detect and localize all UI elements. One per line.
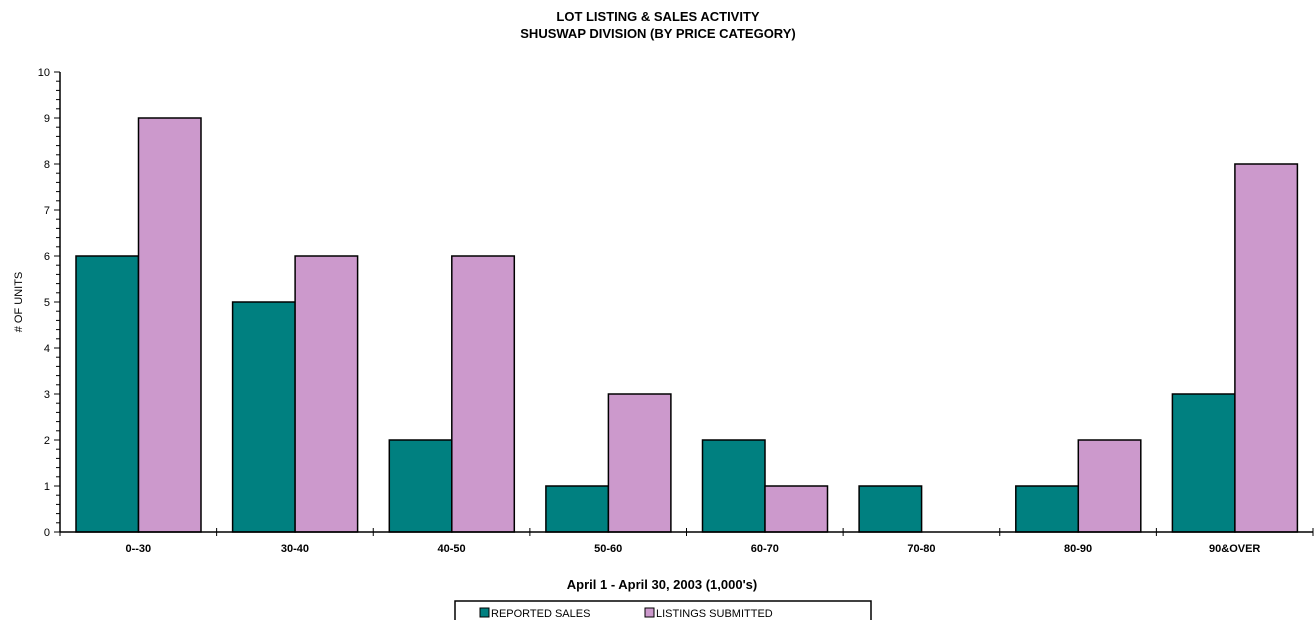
bar-reported-sales-5 xyxy=(858,485,923,533)
y-tick-label: 9 xyxy=(44,113,50,125)
y-axis-label: # OF UNITS xyxy=(13,272,25,333)
bar-listings-submitted-4 xyxy=(764,485,829,533)
legend-swatch-reported-sales xyxy=(479,607,490,618)
x-tick-label: 0--30 xyxy=(125,543,151,555)
y-tick-label: 7 xyxy=(44,205,50,217)
bar-reported-sales-3 xyxy=(545,485,610,533)
y-tick-label: 5 xyxy=(44,297,50,309)
y-tick-label: 0 xyxy=(44,527,50,539)
bar-listings-submitted-7 xyxy=(1234,163,1299,533)
x-tick-label: 30-40 xyxy=(281,543,309,555)
bar-listings-submitted-3 xyxy=(607,393,672,533)
bar-listings-submitted-0 xyxy=(137,117,202,533)
bar-reported-sales-2 xyxy=(388,439,453,533)
y-tick-label: 3 xyxy=(44,389,50,401)
x-tick-label: 90&OVER xyxy=(1209,543,1260,555)
legend: REPORTED SALES LISTINGS SUBMITTED xyxy=(454,600,872,620)
x-axis-label: April 1 - April 30, 2003 (1,000's) xyxy=(567,577,757,592)
bars-group xyxy=(75,117,1299,533)
x-tick-label: 60-70 xyxy=(751,543,779,555)
x-tick-label: 70-80 xyxy=(907,543,935,555)
chart-subtitle: SHUSWAP DIVISION (BY PRICE CATEGORY) xyxy=(520,26,795,41)
bar-listings-submitted-1 xyxy=(294,255,359,533)
y-tick-label: 4 xyxy=(44,343,50,355)
y-tick-label: 6 xyxy=(44,251,50,263)
x-tick-label: 50-60 xyxy=(594,543,622,555)
legend-label-listings-submitted: LISTINGS SUBMITTED xyxy=(656,608,773,620)
bar-reported-sales-0 xyxy=(75,255,140,533)
legend-swatch-listings-submitted xyxy=(644,607,655,618)
y-tick-label: 8 xyxy=(44,159,50,171)
y-tick-label: 2 xyxy=(44,435,50,447)
chart-title: LOT LISTING & SALES ACTIVITY xyxy=(556,9,760,24)
bar-reported-sales-1 xyxy=(231,301,296,533)
bar-reported-sales-7 xyxy=(1171,393,1236,533)
bar-reported-sales-4 xyxy=(701,439,766,533)
bar-listings-submitted-2 xyxy=(451,255,516,533)
axes-group: 0 1 2 3 4 5 6 7 8 9 10 0--30 30-40 40-50 50-60 60-70 70-… xyxy=(38,67,1314,555)
legend-box xyxy=(454,600,872,620)
bar-reported-sales-6 xyxy=(1015,485,1080,533)
legend-label-reported-sales: REPORTED SALES xyxy=(491,608,590,620)
y-tick-label: 10 xyxy=(38,67,50,79)
x-tick-label: 80-90 xyxy=(1064,543,1092,555)
x-tick-label: 40-50 xyxy=(438,543,466,555)
bar-listings-submitted-6 xyxy=(1077,439,1142,533)
y-tick-label: 1 xyxy=(44,481,50,493)
